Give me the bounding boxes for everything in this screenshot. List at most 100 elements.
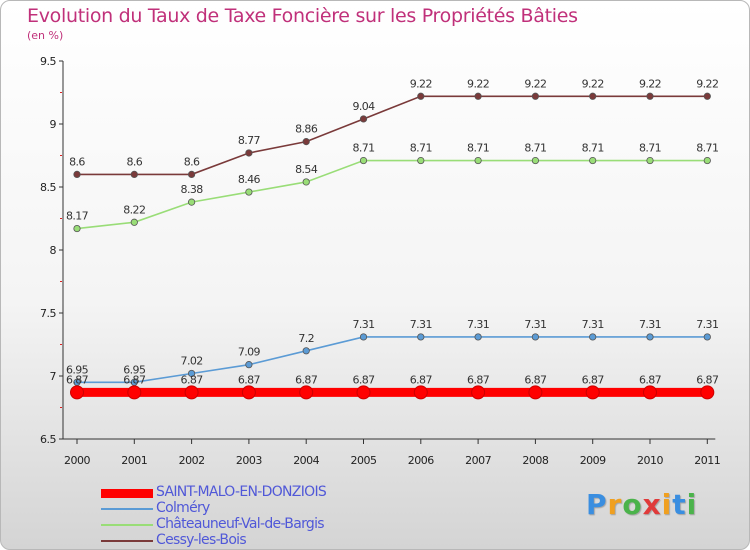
series-1-data-label: 7.2 — [298, 332, 314, 345]
series-2-data-label: 8.17 — [66, 210, 89, 223]
series-3-data-label: 9.22 — [410, 77, 432, 90]
series-3-point — [245, 149, 253, 157]
x-tick-label: 2007 — [465, 454, 491, 467]
series-1-point — [359, 333, 368, 341]
series-1-data-label: 7.31 — [639, 318, 661, 331]
series-3-data-label: 8.6 — [184, 155, 200, 168]
series-3-point — [703, 92, 711, 100]
series-0-point — [127, 385, 142, 400]
series-1-point — [302, 347, 310, 355]
legend-label: Cessy-les-Bois — [156, 532, 247, 548]
series-0-point — [700, 385, 715, 400]
series-2-data-label: 8.71 — [352, 142, 374, 155]
series-3-data-label: 9.22 — [467, 77, 489, 90]
series-1-point — [417, 333, 425, 341]
series-1-data-label: 7.02 — [181, 354, 203, 367]
legend-label: Colméry — [156, 500, 210, 516]
y-tick-label: 9 — [50, 118, 57, 131]
series-2-point — [359, 156, 368, 165]
series-3-point — [589, 92, 597, 100]
series-0-point — [471, 385, 486, 400]
legend-swatch — [101, 540, 153, 542]
series-1-data-label: 7.31 — [410, 318, 432, 331]
series-1-data-label: 7.31 — [467, 318, 489, 331]
y-tick-label: 6.5 — [40, 433, 56, 446]
series-3-point — [417, 92, 425, 100]
series-2-point — [245, 188, 253, 196]
series-0-point — [299, 385, 314, 400]
series-3-data-label: 9.22 — [696, 77, 718, 90]
series-2-point — [531, 156, 540, 165]
series-2-data-label: 8.71 — [524, 142, 546, 155]
series-2-point — [589, 156, 597, 165]
series-0-point — [643, 385, 657, 400]
series-2-data-label: 8.71 — [582, 142, 604, 155]
series-3-data-label: 8.6 — [69, 155, 85, 168]
series-0-data-label: 6.87 — [238, 373, 261, 386]
series-0-data-label: 6.87 — [123, 373, 146, 386]
series-2-data-label: 8.71 — [410, 142, 432, 155]
series-1-data-label: 6.95 — [66, 363, 89, 376]
x-tick-label: 2002 — [179, 454, 205, 467]
logo-letter: r — [607, 488, 623, 521]
x-tick-label: 2009 — [580, 454, 606, 467]
chart-title: Evolution du Taux de Taxe Foncière sur l… — [27, 5, 578, 27]
series-2-data-label: 8.71 — [639, 142, 661, 155]
series-1-data-label: 7.31 — [582, 318, 604, 331]
x-tick-label: 2011 — [694, 454, 720, 467]
logo-letter: o — [622, 488, 643, 521]
series-3-point — [73, 170, 81, 178]
series-0-point — [356, 385, 371, 400]
series-1-data-label: 7.31 — [524, 318, 546, 331]
series-2-data-label: 8.38 — [181, 183, 204, 196]
y-tick-label: 7 — [50, 370, 57, 383]
series-3-point — [130, 170, 138, 178]
series-line-1 — [77, 336, 708, 384]
series-1-point — [589, 333, 597, 341]
series-2-data-label: 8.71 — [467, 142, 489, 155]
legend-label: SAINT-MALO-EN-DONZIOIS — [156, 484, 327, 500]
series-1-point — [474, 333, 482, 341]
series-3-data-label: 8.6 — [126, 155, 142, 168]
x-tick-label: 2001 — [121, 454, 147, 467]
unit-label: (en %) — [27, 29, 64, 42]
series-2-data-label: 8.46 — [238, 173, 261, 186]
series-0-point — [413, 385, 428, 400]
series-1-point — [531, 333, 540, 341]
series-0-data-label: 6.87 — [352, 373, 375, 386]
proxiti-logo: Proxiti — [586, 488, 697, 521]
x-tick-label: 2003 — [236, 454, 262, 467]
y-tick-label: 8.5 — [40, 181, 56, 194]
series-1-point — [188, 369, 196, 378]
logo-letter: t — [672, 488, 687, 521]
series-3-data-label: 8.77 — [238, 134, 261, 147]
series-1-data-label: 7.31 — [352, 318, 374, 331]
series-2-point — [646, 156, 654, 165]
x-tick-label: 2010 — [637, 454, 663, 467]
series-2-point — [188, 198, 196, 206]
series-0-point — [70, 385, 84, 400]
series-line-3 — [77, 95, 708, 176]
series-3-point — [474, 92, 482, 100]
series-2-data-label: 8.71 — [696, 142, 718, 155]
series-0-data-label: 6.87 — [467, 373, 490, 386]
series-3-point — [646, 92, 654, 100]
x-tick-label: 2000 — [64, 454, 90, 467]
series-3-data-label: 9.22 — [582, 77, 604, 90]
series-1-data-label: 7.31 — [696, 318, 718, 331]
x-tick-label: 2008 — [522, 454, 548, 467]
y-tick-label: 9.5 — [40, 55, 56, 68]
legend-swatch — [101, 508, 153, 510]
series-0-data-label: 6.87 — [639, 373, 662, 386]
series-3-data-label: 8.86 — [295, 123, 318, 136]
series-1-data-label: 6.95 — [123, 363, 146, 376]
series-3-point — [531, 92, 540, 100]
series-0-data-label: 6.87 — [295, 373, 318, 386]
series-2-point — [417, 156, 425, 165]
series-0-data-label: 6.87 — [181, 373, 204, 386]
series-2-point — [130, 218, 138, 226]
series-2-point — [703, 156, 711, 165]
logo-letter: i — [661, 488, 673, 521]
